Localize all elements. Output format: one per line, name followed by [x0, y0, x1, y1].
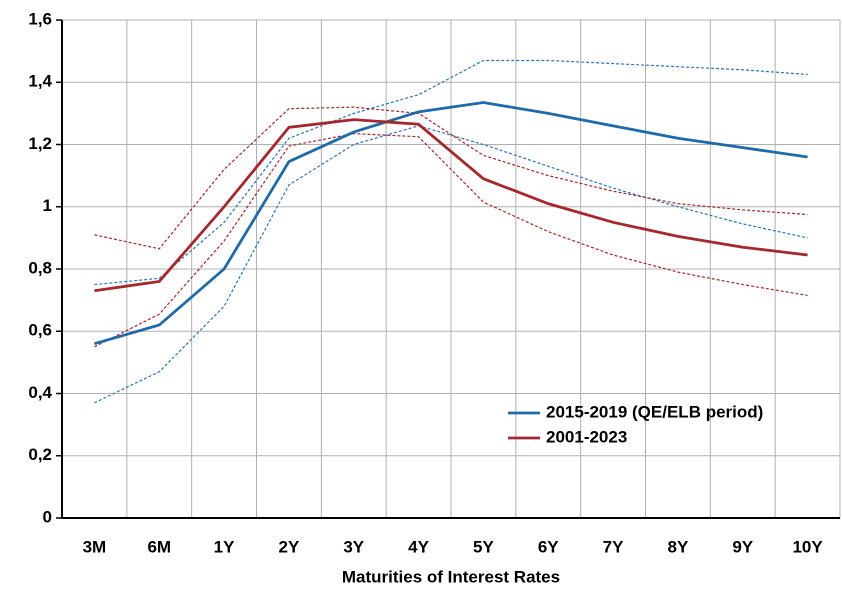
legend-label: 2001-2023 [546, 427, 627, 446]
y-tick-label: 1,2 [28, 134, 52, 153]
x-tick-label: 1Y [214, 537, 235, 556]
y-tick-label: 0 [43, 507, 52, 526]
x-tick-label: 5Y [473, 537, 494, 556]
x-tick-label: 6M [147, 537, 171, 556]
x-tick-label: 10Y [792, 537, 823, 556]
series-line [94, 118, 808, 293]
legend-label: 2015-2019 (QE/ELB period) [546, 402, 763, 421]
y-tick-label: 0,6 [28, 321, 52, 340]
x-tick-label: 8Y [668, 537, 689, 556]
y-tick-label: 0,2 [28, 445, 52, 464]
x-axis-title: Maturities of Interest Rates [342, 567, 560, 586]
band-line [94, 59, 808, 286]
y-tick-label: 1 [43, 196, 52, 215]
band-line [94, 133, 808, 348]
x-tick-label: 4Y [408, 537, 429, 556]
y-tick-label: 0,4 [28, 383, 52, 402]
band-line [94, 106, 808, 250]
x-tick-label: 7Y [603, 537, 624, 556]
x-tick-label: 6Y [538, 537, 559, 556]
x-tick-label: 3M [83, 537, 107, 556]
x-tick-label: 9Y [732, 537, 753, 556]
x-tick-label: 3Y [343, 537, 364, 556]
y-tick-label: 0,8 [28, 258, 52, 277]
y-tick-label: 1,4 [28, 72, 52, 91]
x-tick-label: 2Y [279, 537, 300, 556]
series-line [94, 101, 808, 346]
y-tick-label: 1,6 [28, 9, 52, 28]
